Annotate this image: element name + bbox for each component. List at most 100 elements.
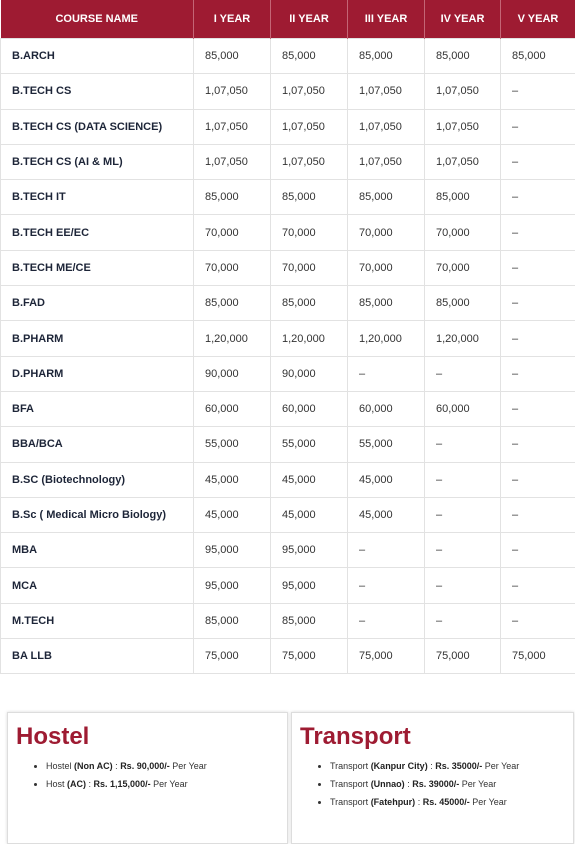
fee-cell: 1,20,000 [425, 321, 501, 356]
fee-cell: 85,000 [425, 180, 501, 215]
fee-cell: 60,000 [194, 391, 271, 426]
fee-cell: 70,000 [348, 215, 425, 250]
fee-cell: 85,000 [194, 286, 271, 321]
course-name: B.FAD [1, 286, 194, 321]
fee-cell: 95,000 [271, 533, 348, 568]
fee-cell: – [501, 603, 575, 638]
fee-cell: 1,07,050 [348, 144, 425, 179]
item-text: (Non AC) [74, 761, 113, 771]
item-text: Per Year [151, 779, 188, 789]
fee-cell: 70,000 [194, 215, 271, 250]
fee-cell: 1,07,050 [425, 144, 501, 179]
header-cell: I YEAR [194, 0, 271, 39]
fee-cell: 85,000 [425, 39, 501, 74]
item-text: Rs. 45000/- [423, 797, 470, 807]
fee-cell: – [501, 144, 575, 179]
header-cell: COURSE NAME [1, 0, 194, 39]
fee-cell: 75,000 [425, 639, 501, 674]
fee-cell: 75,000 [501, 639, 575, 674]
fee-cell: 45,000 [271, 497, 348, 532]
fee-cell: 1,07,050 [348, 109, 425, 144]
item-text: Host [46, 779, 67, 789]
course-name: MBA [1, 533, 194, 568]
course-name: B.PHARM [1, 321, 194, 356]
fee-cell: – [501, 462, 575, 497]
fee-cell: 75,000 [194, 639, 271, 674]
fee-cell: – [501, 427, 575, 462]
fee-cell: 85,000 [194, 603, 271, 638]
course-name: B.TECH CS [1, 74, 194, 109]
fee-cell: 1,07,050 [271, 109, 348, 144]
hostel-list: Hostel (Non AC) : Rs. 90,000/- Per YearH… [8, 761, 287, 789]
fee-cell: 1,07,050 [194, 109, 271, 144]
fee-cell: 95,000 [194, 568, 271, 603]
hostel-item: Hostel (Non AC) : Rs. 90,000/- Per Year [46, 761, 287, 771]
fee-cell: 1,07,050 [425, 74, 501, 109]
fee-cell: 1,20,000 [194, 321, 271, 356]
course-name: BFA [1, 391, 194, 426]
fee-cell: 1,20,000 [271, 321, 348, 356]
fee-cell: – [501, 286, 575, 321]
item-text: Transport [330, 779, 371, 789]
fee-cell: 45,000 [194, 462, 271, 497]
fee-cell: 85,000 [194, 39, 271, 74]
fee-cell: 60,000 [348, 391, 425, 426]
fee-cell: – [501, 497, 575, 532]
transport-title: Transport [300, 723, 573, 751]
fee-cell: – [425, 497, 501, 532]
course-name: M.TECH [1, 603, 194, 638]
fee-cell: 70,000 [425, 250, 501, 285]
fee-cell: 85,000 [271, 603, 348, 638]
fee-cell: 1,07,050 [271, 74, 348, 109]
item-text: : [415, 797, 423, 807]
hostel-title: Hostel [16, 723, 287, 751]
fee-cell: – [425, 533, 501, 568]
item-text: Per Year [170, 761, 207, 771]
fee-cell: 60,000 [425, 391, 501, 426]
item-text: : [86, 779, 94, 789]
course-name: MCA [1, 568, 194, 603]
fee-cell: 45,000 [271, 462, 348, 497]
hostel-card: Hostel Hostel (Non AC) : Rs. 90,000/- Pe… [7, 712, 288, 844]
course-name: B.TECH CS (DATA SCIENCE) [1, 109, 194, 144]
header-cell: II YEAR [271, 0, 348, 39]
hostel-item: Host (AC) : Rs. 1,15,000/- Per Year [46, 779, 287, 789]
course-name: BBA/BCA [1, 427, 194, 462]
item-text: Per Year [482, 761, 519, 771]
fee-cell: – [425, 427, 501, 462]
fee-cell: – [501, 74, 575, 109]
fee-cell: – [348, 533, 425, 568]
fee-cell: 85,000 [194, 180, 271, 215]
course-name: B.SC (Biotechnology) [1, 462, 194, 497]
fee-cell: 55,000 [348, 427, 425, 462]
header-cell: III YEAR [348, 0, 425, 39]
fee-cell: – [501, 180, 575, 215]
fee-cell: – [425, 568, 501, 603]
item-text: Hostel [46, 761, 74, 771]
course-name: B.ARCH [1, 39, 194, 74]
transport-list: Transport (Kanpur City) : Rs. 35000/- Pe… [292, 761, 573, 807]
item-text: Transport [330, 797, 371, 807]
fee-cell: – [501, 109, 575, 144]
fee-cell: 90,000 [194, 356, 271, 391]
fee-cell: – [501, 215, 575, 250]
course-name: B.TECH IT [1, 180, 194, 215]
transport-card: Transport Transport (Kanpur City) : Rs. … [291, 712, 574, 844]
fee-cell: 70,000 [425, 215, 501, 250]
fee-cell: 45,000 [194, 497, 271, 532]
fee-cell: – [425, 356, 501, 391]
course-name: B.TECH ME/CE [1, 250, 194, 285]
